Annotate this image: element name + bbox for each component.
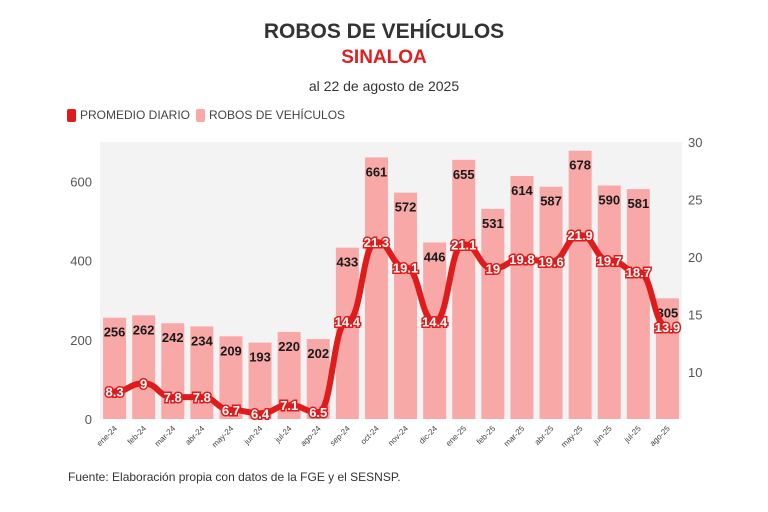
x-axis-tick: mar-25 <box>502 424 527 449</box>
bar-data-label: 202 <box>307 346 329 361</box>
line-data-label: 7.8 <box>193 390 211 405</box>
bar-data-label: 587 <box>540 194 562 209</box>
x-axis-tick: jul-25 <box>622 424 643 445</box>
bar-data-label: 193 <box>249 350 271 365</box>
left-axis-tick: 0 <box>85 412 92 427</box>
bar <box>655 298 679 419</box>
bar-data-label: 446 <box>424 250 446 265</box>
legend-item-promedio: PROMEDIO DIARIO <box>67 108 190 122</box>
left-axis-tick: 200 <box>70 333 92 348</box>
line-data-label: 6.4 <box>251 406 270 421</box>
chart-subtitle: SINALOA <box>341 47 427 68</box>
x-axis-tick: jun-25 <box>591 424 614 447</box>
x-axis-tick: oct-24 <box>359 424 381 446</box>
bar-data-label: 590 <box>598 193 620 208</box>
x-axis-tick: may-24 <box>210 424 236 450</box>
x-axis-tick: ago-24 <box>299 424 323 448</box>
x-axis-tick: ene-24 <box>95 424 119 448</box>
x-axis-tick: mar-24 <box>153 424 178 449</box>
line-data-label: 8.3 <box>106 384 124 399</box>
bar-data-label: 242 <box>162 330 184 345</box>
bar <box>423 242 447 419</box>
x-axis-tick: ene-25 <box>444 424 468 448</box>
bar <box>364 157 388 419</box>
right-axis-tick: 10 <box>688 365 702 380</box>
bar <box>132 315 156 419</box>
bar <box>510 176 534 419</box>
line-data-label: 19.1 <box>393 260 418 275</box>
bar <box>568 150 592 419</box>
x-axis-tick: abr-24 <box>184 424 207 447</box>
chart-date: al 22 de agosto de 2025 <box>308 78 460 94</box>
bar <box>335 247 359 419</box>
bar-data-label: 581 <box>627 196 649 211</box>
plot-area <box>100 142 682 419</box>
x-axis-tick: abr-25 <box>533 424 556 447</box>
bar-data-label: 209 <box>220 343 242 358</box>
bar-data-label: 531 <box>482 216 504 231</box>
line-data-label: 14.4 <box>422 314 448 329</box>
bar-data-label: 262 <box>133 322 155 337</box>
bar <box>277 331 301 419</box>
legend-item-robos: ROBOS DE VEHÍCULOS <box>196 108 345 122</box>
bar <box>597 185 621 419</box>
x-axis-tick: dic-24 <box>417 424 439 446</box>
left-axis-tick: 600 <box>70 175 92 190</box>
source-note: Fuente: Elaboración propia con datos de … <box>68 470 401 484</box>
bar-data-label: 572 <box>395 200 417 215</box>
legend-label: ROBOS DE VEHÍCULOS <box>209 108 346 122</box>
bar <box>219 336 243 419</box>
right-axis-tick: 15 <box>688 307 702 322</box>
bar-data-label: 614 <box>511 183 533 198</box>
bar-data-label: 661 <box>366 164 388 179</box>
line-data-label: 6.5 <box>309 405 327 420</box>
legend-label: PROMEDIO DIARIO <box>80 108 191 122</box>
bar-data-label: 433 <box>336 255 358 270</box>
bar-data-label: 234 <box>191 333 213 348</box>
line-data-label: 21.1 <box>451 237 476 252</box>
bar-data-label: 305 <box>657 305 679 320</box>
x-axis-tick: jul-24 <box>273 424 294 445</box>
x-axis-tick: may-25 <box>559 424 585 450</box>
x-axis-tick: ago-25 <box>648 424 672 448</box>
x-axis-tick: feb-25 <box>475 424 498 447</box>
bar-data-label: 678 <box>569 158 591 173</box>
line-data-label: 21.9 <box>567 228 592 243</box>
line-data-label: 19 <box>486 261 500 276</box>
line-data-label: 7.8 <box>164 390 182 405</box>
right-axis-tick: 25 <box>688 192 702 207</box>
bar <box>394 192 418 419</box>
line-data-label: 19.8 <box>509 252 534 267</box>
line-data-label: 7.1 <box>280 398 298 413</box>
line-data-label: 19.7 <box>597 253 622 268</box>
x-axis-tick: sep-24 <box>328 424 352 448</box>
right-axis-tick: 20 <box>688 250 702 265</box>
line-data-label: 6.7 <box>222 403 240 418</box>
line-data-label: 21.3 <box>364 235 389 250</box>
legend-swatch-bar <box>196 108 206 122</box>
left-axis-tick: 400 <box>70 254 92 269</box>
bar <box>626 189 650 419</box>
x-axis-tick: nov-24 <box>386 424 410 448</box>
bar-data-label: 256 <box>104 325 126 340</box>
line-promedio-diario <box>111 232 671 417</box>
x-axis-tick: jun-24 <box>242 424 265 447</box>
bar-data-label: 220 <box>278 339 300 354</box>
bar <box>248 342 272 419</box>
legend: PROMEDIO DIARIO ROBOS DE VEHÍCULOS <box>67 108 351 122</box>
bar <box>539 186 563 419</box>
legend-swatch-line <box>67 108 76 122</box>
bar-data-label: 655 <box>453 167 475 182</box>
line-data-label: 9 <box>140 376 147 391</box>
line-data-label: 18.7 <box>626 265 651 280</box>
chart-title: ROBOS DE VEHÍCULOS <box>263 20 505 43</box>
line-data-label: 19.6 <box>538 255 563 270</box>
bar <box>452 159 476 420</box>
x-axis-tick: feb-24 <box>126 424 149 447</box>
bar <box>481 208 505 419</box>
line-data-label: 13.9 <box>655 320 680 335</box>
right-axis-tick: 30 <box>688 135 702 150</box>
line-data-label: 14.4 <box>335 314 361 329</box>
